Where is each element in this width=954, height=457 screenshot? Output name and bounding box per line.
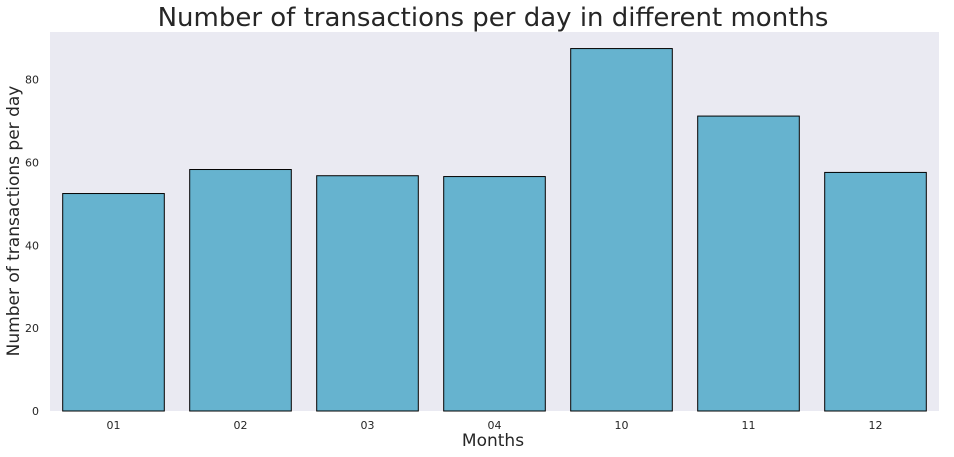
x-tick-label: 03 xyxy=(361,419,375,432)
bar-03 xyxy=(316,175,419,412)
y-tick-label: 20 xyxy=(25,322,39,335)
x-tick-label: 04 xyxy=(488,419,502,432)
x-tick-label: 01 xyxy=(107,419,121,432)
bar-10 xyxy=(570,48,673,412)
bar-04 xyxy=(443,176,546,412)
y-tick-label: 40 xyxy=(25,239,39,252)
bar-11 xyxy=(697,115,800,412)
x-tick-label: 11 xyxy=(742,419,756,432)
bars-group xyxy=(62,48,927,412)
bar-12 xyxy=(824,171,927,412)
y-axis-ticks: 0 20 40 60 80 xyxy=(25,74,39,418)
x-tick-label: 12 xyxy=(869,419,883,432)
y-tick-label: 60 xyxy=(25,156,39,169)
y-tick-label: 0 xyxy=(32,405,39,418)
x-axis-label: Months xyxy=(462,431,524,451)
y-tick-label: 80 xyxy=(25,74,39,87)
y-axis-label: Number of transactions per day xyxy=(4,86,24,357)
x-tick-label: 10 xyxy=(615,419,629,432)
bar-01 xyxy=(62,193,165,412)
bar-02 xyxy=(189,169,292,412)
chart-title: Number of transactions per day in differ… xyxy=(158,3,829,33)
x-tick-label: 02 xyxy=(234,419,248,432)
x-axis-ticks: 01 02 03 04 10 11 12 xyxy=(107,419,883,432)
